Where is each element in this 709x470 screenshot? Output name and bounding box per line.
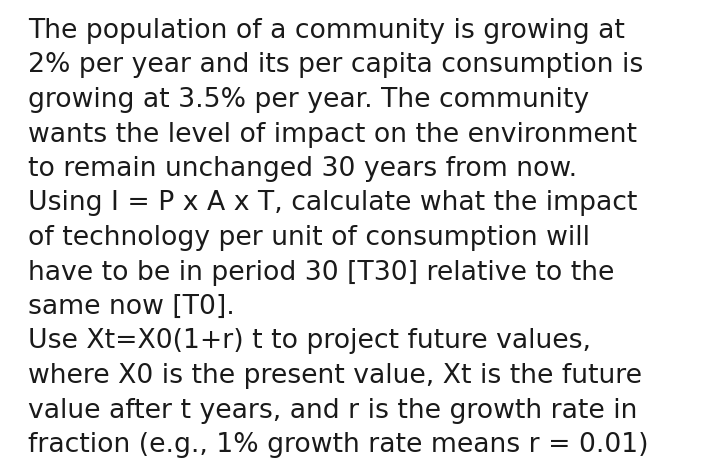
Text: 2% per year and its per capita consumption is: 2% per year and its per capita consumpti… [28,53,643,78]
Text: fraction (e.g., 1% growth rate means r = 0.01): fraction (e.g., 1% growth rate means r =… [28,432,649,458]
Text: of technology per unit of consumption will: of technology per unit of consumption wi… [28,225,590,251]
Text: The population of a community is growing at: The population of a community is growing… [28,18,625,44]
Text: have to be in period 30 [T30] relative to the: have to be in period 30 [T30] relative t… [28,259,615,285]
Text: to remain unchanged 30 years from now.: to remain unchanged 30 years from now. [28,156,577,182]
Text: wants the level of impact on the environment: wants the level of impact on the environ… [28,122,637,148]
Text: same now [T0].: same now [T0]. [28,294,235,320]
Text: value after t years, and r is the growth rate in: value after t years, and r is the growth… [28,398,637,423]
Text: growing at 3.5% per year. The community: growing at 3.5% per year. The community [28,87,589,113]
Text: where X0 is the present value, Xt is the future: where X0 is the present value, Xt is the… [28,363,642,389]
Text: Using I = P x A x T, calculate what the impact: Using I = P x A x T, calculate what the … [28,190,637,217]
Text: Use Xt=X0(1+r) t to project future values,: Use Xt=X0(1+r) t to project future value… [28,329,591,354]
